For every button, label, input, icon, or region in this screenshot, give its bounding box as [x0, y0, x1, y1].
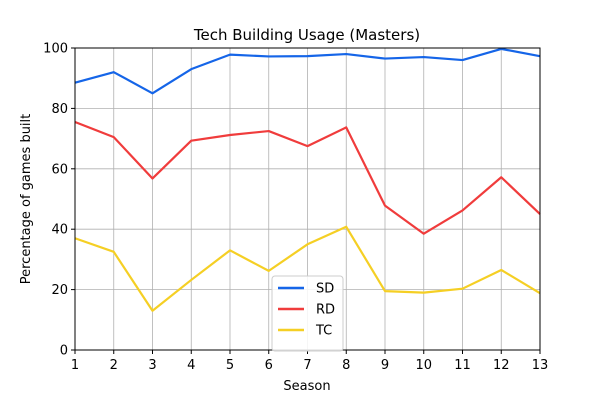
series-line-tc	[74, 225, 541, 312]
x-tick-label: 6	[265, 358, 273, 373]
chart-title: Tech Building Usage (Masters)	[193, 26, 420, 44]
x-tick-label: 9	[381, 358, 389, 373]
x-tick-label: 3	[148, 358, 156, 373]
legend-label-rd: RD	[316, 303, 335, 318]
y-axis-label: Percentage of games built	[19, 114, 34, 285]
x-tick-label: 4	[187, 358, 195, 373]
legend: SD RD TC	[271, 275, 344, 352]
x-tick-label: 7	[303, 358, 311, 373]
y-tick-label: 100	[43, 42, 68, 57]
series-lines	[74, 47, 541, 312]
legend-label-sd: SD	[316, 282, 334, 297]
series-line-sd	[74, 47, 541, 95]
y-axis-ticks: 0 20 40 60 80 100	[43, 42, 75, 359]
y-tick-label: 80	[51, 102, 68, 117]
x-tick-label: 10	[415, 358, 432, 373]
y-tick-label: 0	[60, 344, 68, 359]
x-axis-ticks: 1 2 3 4 5 6 7 8 9 10 11 12 13	[71, 350, 548, 373]
x-tick-label: 2	[110, 358, 118, 373]
x-axis-label: Season	[283, 379, 330, 394]
y-tick-label: 20	[51, 283, 68, 298]
x-tick-label: 13	[532, 358, 549, 373]
x-tick-label: 8	[342, 358, 350, 373]
x-tick-label: 11	[454, 358, 471, 373]
x-tick-label: 5	[226, 358, 234, 373]
x-tick-label: 12	[493, 358, 510, 373]
x-tick-label: 1	[71, 358, 79, 373]
legend-box	[271, 275, 344, 352]
series-line-rd	[74, 120, 541, 235]
y-tick-label: 60	[51, 162, 68, 177]
legend-label-tc: TC	[315, 324, 332, 339]
y-tick-label: 40	[51, 223, 68, 238]
